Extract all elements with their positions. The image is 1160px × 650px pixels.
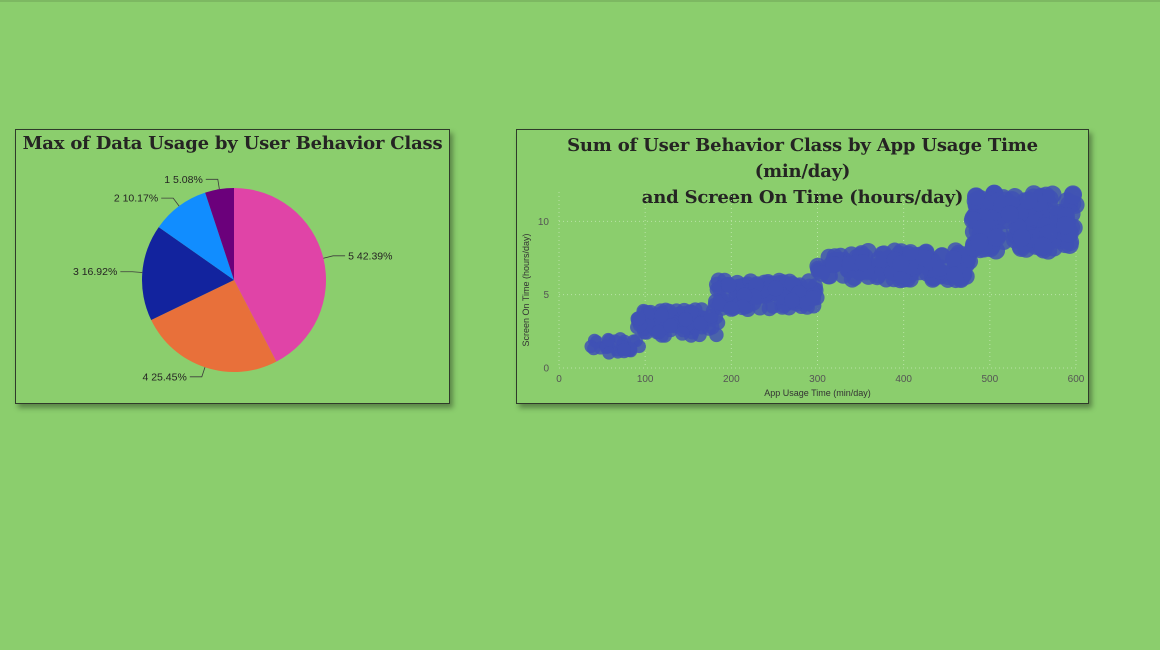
scatter-point[interactable] [892,255,910,272]
scatter-point[interactable] [972,219,991,238]
pie-labels: 5 42.39% 4 25.45% 3 16.92% 2 10.17% 1 5.08% [73,174,393,383]
scatter-point[interactable] [1056,216,1075,235]
pie-label-3: 3 16.92% [73,266,117,278]
scatter-point[interactable] [1034,237,1053,256]
scatter-point[interactable] [805,290,822,307]
pie-leader-line-4 [189,367,206,378]
scatter-point[interactable] [843,270,861,288]
pie-label-4: 4 25.45% [142,371,186,383]
x-tick-label: 600 [1068,374,1085,385]
scatter-point[interactable] [946,266,963,284]
scatter-point[interactable] [631,311,646,326]
scatter-point[interactable] [675,326,690,341]
scatter-point[interactable] [970,233,989,252]
pie-label-2: 2 10.17% [114,193,158,205]
x-axis-title: App Usage Time (min/day) [764,388,871,398]
scatter-point[interactable] [932,259,950,277]
x-tick-label: 500 [981,374,998,385]
pie-chart-title: Max of Data Usage by User Behavior Class [22,133,443,154]
pie-slices [142,188,327,373]
scatter-point[interactable] [693,316,708,331]
x-tick-label: 0 [556,374,562,385]
y-tick-label: 5 [543,290,549,301]
scatter-cluster-class-3 [707,272,825,318]
scatter-point[interactable] [801,273,817,289]
scatter-point[interactable] [915,249,932,267]
scatter-point[interactable] [736,287,753,304]
scatter-point[interactable] [617,343,631,357]
scatter-point[interactable] [813,265,830,282]
pie-label-5: 5 42.39% [348,250,392,262]
scatter-point[interactable] [654,307,669,323]
y-tick-label: 10 [538,217,550,228]
scatter-point[interactable] [945,250,962,268]
scatter-point[interactable] [784,292,800,309]
pie-chart-svg: 5 42.39% 4 25.45% 3 16.92% 2 10.17% 1 5.08% [73,174,393,383]
scatter-point[interactable] [870,250,888,268]
top-border [0,0,1160,2]
scatter-point[interactable] [825,256,842,274]
pie-slice-1[interactable] [205,188,234,280]
scatter-point[interactable] [902,244,919,261]
scatter-point[interactable] [709,327,724,343]
scatter-point[interactable] [678,312,693,327]
scatter-point[interactable] [854,254,872,272]
scatter-title-line-2: and Screen On Time (hours/day) [641,187,964,208]
scatter-point[interactable] [651,324,666,340]
scatter-point[interactable] [767,280,784,297]
scatter-point[interactable] [1019,191,1038,210]
scatter-point[interactable] [1012,228,1031,247]
pie-slice-3[interactable] [142,227,234,321]
scatter-cluster-class-2 [630,302,726,343]
scatter-point[interactable] [761,300,778,317]
pie-slice-2[interactable] [158,192,234,280]
x-tick-label: 300 [809,374,826,385]
pie-slice-5[interactable] [234,188,327,362]
scatter-chart-title: Sum of User Behavior Class by App Usage … [517,133,1088,211]
scatter-point[interactable] [1063,186,1082,205]
scatter-point[interactable] [663,318,678,333]
x-tick-label: 100 [637,374,654,385]
pie-leader-line-5 [323,255,346,259]
x-tick-label: 200 [723,374,740,385]
scatter-chart-visual[interactable]: Sum of User Behavior Class by App Usage … [516,129,1089,404]
pie-slice-4[interactable] [151,280,277,373]
scatter-point[interactable] [723,301,740,317]
y-tick-label: 0 [543,364,549,375]
scatter-point[interactable] [1000,205,1019,224]
scatter-point[interactable] [748,277,764,294]
scatter-title-line-1: Sum of User Behavior Class by App Usage … [567,135,1038,182]
scatter-tick-labels: 0 100 200 300 400 500 600 0 5 10 [538,217,1085,385]
scatter-point[interactable] [967,187,986,206]
pie-chart-visual[interactable]: Max of Data Usage by User Behavior Class… [15,129,450,404]
scatter-chart-svg: 0 100 200 300 400 500 600 0 5 10 App Usage Time (m… [521,184,1085,398]
pie-leader-line-3 [120,271,143,273]
pie-leader-line-2 [161,197,180,207]
x-tick-label: 400 [895,374,912,385]
scatter-point[interactable] [601,332,615,347]
scatter-points [584,184,1085,360]
y-axis-title: Screen On Time (hours/day) [521,233,531,346]
scatter-cluster-class-4 [809,242,980,289]
scatter-point[interactable] [587,342,601,356]
pie-label-1: 1 5.08% [164,174,203,186]
pie-leader-line-1 [205,178,220,190]
scatter-cluster-class-1 [584,332,646,360]
scatter-point[interactable] [987,228,1006,247]
scatter-point[interactable] [602,346,616,360]
scatter-point[interactable] [721,277,737,293]
scatter-cluster-class-5 [963,184,1085,260]
